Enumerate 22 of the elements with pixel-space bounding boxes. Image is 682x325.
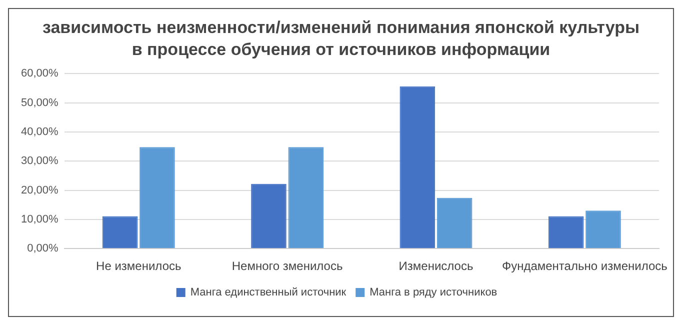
bar bbox=[140, 147, 175, 248]
bar bbox=[586, 210, 621, 248]
bar bbox=[548, 216, 584, 248]
y-tick-label: 10,00% bbox=[20, 213, 59, 226]
y-tick-label: 50,00% bbox=[20, 96, 59, 109]
legend-label: Манга в ряду источников bbox=[370, 286, 498, 299]
bar bbox=[251, 184, 286, 248]
x-tick-label: Изменислось bbox=[398, 259, 474, 274]
x-tick-label: Не изменилось bbox=[96, 259, 182, 274]
bar bbox=[436, 198, 472, 248]
x-tick-label: Немного зменилось bbox=[232, 259, 343, 274]
bar bbox=[102, 216, 138, 248]
legend-label: Манга единственный источник bbox=[190, 286, 346, 299]
bar bbox=[288, 147, 324, 248]
y-tick-label: 30,00% bbox=[20, 155, 59, 168]
bar bbox=[400, 86, 436, 248]
y-tick-label: 0,00% bbox=[27, 242, 59, 255]
chart-title: зависимость неизменности/изменений понимания японской культуры в процессе обучения от источников информации bbox=[41, 17, 640, 61]
y-tick-label: 60,00% bbox=[20, 68, 59, 80]
x-tick-label: Фундаментально изменилось bbox=[502, 259, 668, 274]
y-tick-label: 40,00% bbox=[20, 126, 59, 138]
y-tick-label: 20,00% bbox=[20, 184, 59, 196]
